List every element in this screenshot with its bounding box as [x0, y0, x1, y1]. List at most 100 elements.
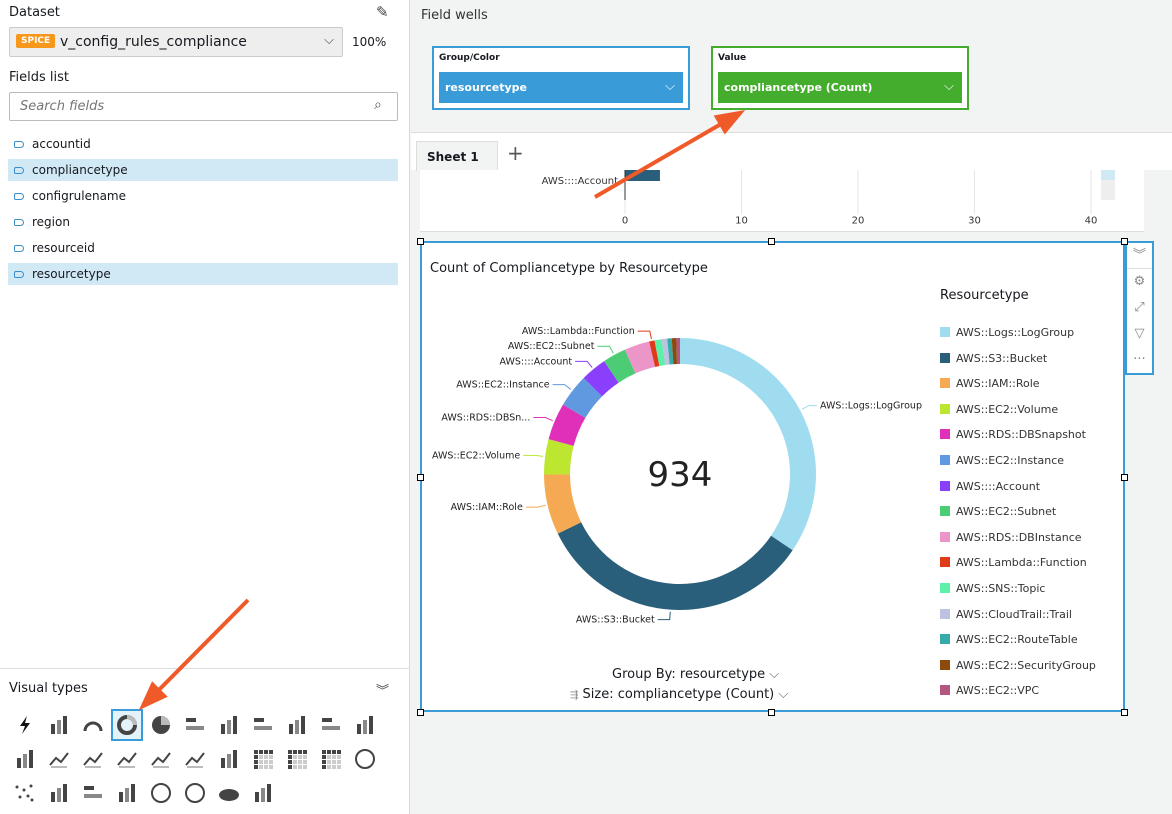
- scrollbar-thumb[interactable]: [1101, 170, 1115, 180]
- bar-chart-visual[interactable]: 0 10 20 30 40 AWS::::Account: [420, 170, 1144, 232]
- donut-slice[interactable]: [667, 338, 674, 365]
- legend-item[interactable]: AWS::EC2::VPC: [940, 684, 1039, 697]
- visual-type-word-cloud[interactable]: [215, 779, 243, 807]
- legend-item[interactable]: AWS::EC2::Volume: [940, 403, 1058, 416]
- collapse-visual-icon[interactable]: ︾: [1127, 243, 1152, 269]
- visual-type-horizontal-100-bar[interactable]: [317, 711, 345, 739]
- size-by-control[interactable]: ⇶ Size: compliancetype (Count) ⌵: [570, 687, 788, 702]
- visual-type-vertical-stacked-bar[interactable]: [283, 711, 311, 739]
- filter-icon[interactable]: ▽: [1134, 326, 1145, 341]
- visual-type-waterfall[interactable]: [11, 745, 39, 773]
- donut-chart-visual[interactable]: Count of Compliancetype by Resourcetype …: [420, 241, 1125, 712]
- expand-icon[interactable]: ⤢: [1134, 300, 1145, 315]
- donut-slice[interactable]: [604, 349, 636, 383]
- visual-type-sankey[interactable]: [113, 779, 141, 807]
- donut-slice[interactable]: [649, 340, 660, 367]
- field-item[interactable]: compliancetype: [8, 159, 398, 181]
- dimension-icon: [14, 193, 24, 200]
- resize-handle[interactable]: [417, 238, 424, 245]
- bar[interactable]: [625, 170, 660, 181]
- donut-slice[interactable]: [624, 341, 656, 374]
- field-item[interactable]: accountid: [8, 133, 398, 155]
- resize-handle[interactable]: [1121, 709, 1128, 716]
- legend-item[interactable]: AWS::SNS::Topic: [940, 582, 1045, 595]
- visual-type-filled-map[interactable]: [147, 779, 175, 807]
- more-options-icon[interactable]: ···: [1133, 352, 1146, 367]
- group-field-pill[interactable]: resourcetype ⌵: [439, 72, 683, 103]
- legend-item[interactable]: AWS::::Account: [940, 480, 1040, 493]
- well-label: Value: [718, 53, 747, 63]
- resize-handle[interactable]: [768, 238, 775, 245]
- visual-type-pie-chart[interactable]: [147, 711, 175, 739]
- legend-item[interactable]: AWS::EC2::Instance: [940, 454, 1064, 467]
- legend-swatch: [940, 531, 950, 542]
- legend-swatch: [940, 327, 950, 337]
- visual-type-area[interactable]: [79, 745, 107, 773]
- resize-handle[interactable]: [417, 709, 424, 716]
- donut-slice[interactable]: [583, 361, 619, 397]
- legend-item[interactable]: AWS::EC2::RouteTable: [940, 633, 1078, 646]
- vertical-bar-icon: [221, 716, 237, 734]
- tab-sheet-1[interactable]: Sheet 1 ⌵: [416, 141, 498, 178]
- resize-handle[interactable]: [1121, 238, 1128, 245]
- visual-type-scatter[interactable]: [11, 779, 39, 807]
- donut-slice[interactable]: [562, 377, 603, 418]
- dataset-select[interactable]: SPICE v_config_rules_compliance ⌵: [9, 27, 343, 57]
- field-item[interactable]: resourcetype: [8, 263, 398, 285]
- visual-type-stacked-area[interactable]: [181, 745, 209, 773]
- group-color-well: Group/Color resourcetype ⌵: [432, 46, 690, 110]
- legend-item[interactable]: AWS::RDS::DBSnapshot: [940, 428, 1086, 441]
- visual-type-insight[interactable]: [249, 779, 277, 807]
- resize-handle[interactable]: [768, 709, 775, 716]
- donut-slice[interactable]: [544, 439, 574, 475]
- value-field-pill[interactable]: compliancetype (Count) ⌵: [718, 72, 962, 103]
- visual-type-table[interactable]: [283, 745, 311, 773]
- visual-type-horizontal-stacked-bar[interactable]: [249, 711, 277, 739]
- visual-type-heat-map[interactable]: [317, 745, 345, 773]
- visual-type-box-plot[interactable]: [215, 745, 243, 773]
- visual-type-line[interactable]: [45, 745, 73, 773]
- donut-slice[interactable]: [654, 339, 666, 366]
- legend-item[interactable]: AWS::CloudTrail::Trail: [940, 608, 1072, 621]
- collapse-icon[interactable]: ︾: [376, 684, 390, 699]
- autograph-icon: [20, 716, 30, 734]
- visual-type-kpi[interactable]: [45, 711, 73, 739]
- legend-item[interactable]: AWS::Logs::LogGroup: [940, 326, 1074, 339]
- visual-type-combo-stacked[interactable]: [147, 745, 175, 773]
- visual-type-points-on-map[interactable]: [181, 779, 209, 807]
- legend-item[interactable]: AWS::EC2::Subnet: [940, 505, 1056, 518]
- legend-item[interactable]: AWS::RDS::DBInstance: [940, 531, 1082, 544]
- donut-slice[interactable]: [680, 338, 816, 551]
- edit-dataset-icon[interactable]: ✎: [376, 3, 389, 21]
- donut-slice[interactable]: [676, 338, 680, 365]
- donut-slice[interactable]: [661, 338, 670, 365]
- legend-item[interactable]: AWS::EC2::SecurityGroup: [940, 659, 1096, 672]
- visual-type-histogram[interactable]: [45, 779, 73, 807]
- field-item[interactable]: resourceid: [8, 237, 398, 259]
- legend-item[interactable]: AWS::IAM::Role: [940, 377, 1040, 390]
- visual-type-tree-map[interactable]: [351, 745, 379, 773]
- visual-type-vertical-bar[interactable]: [215, 711, 243, 739]
- donut-slice[interactable]: [548, 404, 586, 446]
- visual-type-gauge[interactable]: [79, 711, 107, 739]
- visual-type-combo-clustered[interactable]: [113, 745, 141, 773]
- field-item[interactable]: configrulename: [8, 185, 398, 207]
- visual-type-vertical-100-bar[interactable]: [351, 711, 379, 739]
- search-fields-input[interactable]: [9, 92, 398, 121]
- visual-type-autograph[interactable]: [11, 711, 39, 739]
- group-by-control[interactable]: Group By: resourcetype ⌵: [612, 667, 779, 682]
- gear-icon[interactable]: ⚙: [1133, 274, 1146, 289]
- visual-type-funnel[interactable]: [79, 779, 107, 807]
- resize-handle[interactable]: [1121, 474, 1128, 481]
- donut-slice[interactable]: [671, 338, 678, 365]
- resize-handle[interactable]: [417, 474, 424, 481]
- visual-type-horizontal-bar[interactable]: [181, 711, 209, 739]
- field-item[interactable]: region: [8, 211, 398, 233]
- add-sheet-button[interactable]: +: [507, 141, 524, 165]
- visual-type-donut-chart[interactable]: [111, 709, 143, 741]
- legend-item[interactable]: AWS::S3::Bucket: [940, 352, 1047, 365]
- donut-slice[interactable]: [544, 474, 582, 534]
- visual-type-pivot-table[interactable]: [249, 745, 277, 773]
- donut-slice[interactable]: [557, 522, 793, 610]
- legend-item[interactable]: AWS::Lambda::Function: [940, 556, 1087, 569]
